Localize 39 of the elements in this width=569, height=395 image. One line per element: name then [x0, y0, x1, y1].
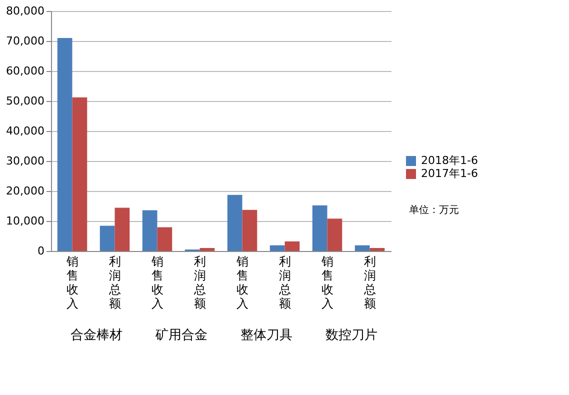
bar — [270, 245, 285, 251]
y-tick-label: 80,000 — [6, 4, 44, 18]
y-tick-label: 40,000 — [6, 124, 44, 138]
bar — [312, 205, 328, 251]
bar — [227, 194, 242, 251]
bar — [142, 210, 158, 251]
y-tick-label: 60,000 — [6, 64, 44, 78]
y-tick-label: 10,000 — [6, 214, 44, 228]
bar — [114, 208, 130, 251]
bar — [327, 218, 342, 251]
text: 矿用合金 — [154, 328, 208, 343]
text: 单位：万元 — [409, 204, 459, 216]
y-tick-label: 70,000 — [6, 34, 44, 48]
y-tick-label: 30,000 — [6, 154, 44, 168]
x-tick-label: 销售收入 — [65, 254, 78, 310]
text: 数控刀片 — [326, 328, 378, 343]
bar — [100, 226, 115, 251]
text: 合金棒材 — [70, 328, 122, 343]
y-tick-label: 50,000 — [6, 94, 44, 108]
bar — [354, 245, 370, 251]
bar — [370, 248, 385, 251]
x-tick-label: 利润总额 — [192, 254, 206, 310]
y-tick-label: 20,000 — [6, 184, 44, 198]
text: 整体刀具 — [240, 328, 292, 343]
x-tick-label: 销售收入 — [150, 254, 164, 310]
bar — [284, 241, 300, 251]
x-tick-label: 销售收入 — [320, 254, 334, 310]
bar — [242, 210, 258, 251]
x-tick-label: 利润总额 — [362, 254, 376, 310]
bar — [57, 38, 72, 251]
y-tick-label: 0 — [38, 244, 44, 258]
legend-label: 2018年1-6 — [421, 154, 478, 167]
bar — [200, 248, 215, 251]
bar — [72, 97, 88, 251]
x-tick-label: 利润总额 — [278, 254, 291, 310]
bar — [157, 227, 172, 251]
x-tick-label: 销售收入 — [235, 254, 248, 310]
x-tick-label: 利润总额 — [108, 254, 121, 310]
legend-label: 2017年1-6 — [421, 167, 478, 180]
